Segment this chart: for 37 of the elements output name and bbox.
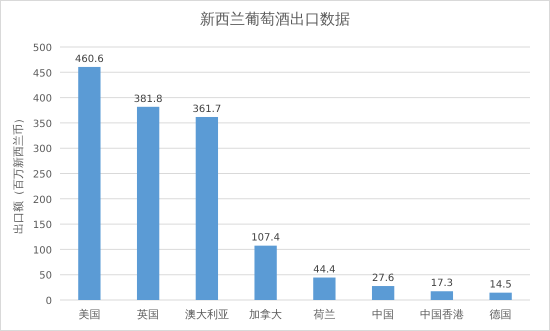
chart-title: 新西兰葡萄酒出口数据	[200, 10, 350, 28]
y-tick-label: 50	[39, 270, 52, 282]
data-label: 381.8	[134, 94, 162, 105]
y-tick-label: 0	[46, 296, 52, 307]
x-tick-label: 荷兰	[313, 308, 336, 321]
data-label: 14.5	[489, 280, 512, 291]
y-tick-label: 100	[32, 245, 52, 256]
bar	[372, 286, 394, 300]
y-tick-label: 450	[32, 68, 52, 80]
data-label: 27.6	[372, 273, 394, 284]
data-label: 107.4	[251, 232, 280, 244]
x-tick-label: 美国	[78, 308, 100, 321]
bar	[78, 66, 101, 300]
x-tick-label: 德国	[490, 308, 512, 321]
bar	[196, 116, 218, 300]
data-label: 44.4	[313, 264, 336, 276]
data-label: 460.6	[75, 54, 104, 65]
bar	[489, 292, 512, 300]
y-tick-label: 300	[32, 144, 52, 156]
y-tick-label: 250	[32, 170, 52, 180]
data-label: 361.7	[192, 104, 222, 115]
bar	[254, 246, 277, 300]
x-tick-label: 英国	[137, 308, 160, 321]
y-tick-label: 350	[32, 118, 52, 130]
y-axis-title: 出口额（百万新西兰币）	[12, 113, 25, 234]
bar	[136, 106, 160, 300]
bar	[430, 291, 454, 300]
y-tick-label: 150	[32, 220, 52, 232]
data-label: 17.3	[430, 278, 454, 290]
x-tick-label: 中国	[372, 308, 394, 321]
y-tick-label: 500	[32, 43, 52, 54]
x-tick-label: 加拿大	[249, 308, 282, 321]
y-tick-label: 200	[32, 194, 52, 206]
x-tick-label: 中国香港	[420, 308, 464, 321]
x-tick-label: 澳大利亚	[184, 308, 229, 321]
y-tick-label: 400	[32, 94, 52, 105]
bar	[313, 278, 336, 300]
